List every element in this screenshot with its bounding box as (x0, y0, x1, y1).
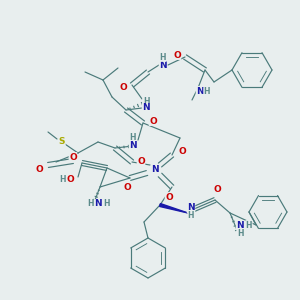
Text: O: O (35, 166, 43, 175)
Text: H: H (103, 200, 109, 208)
Text: O: O (173, 50, 181, 59)
Text: H: H (237, 229, 243, 238)
Text: O: O (149, 116, 157, 125)
Text: N: N (129, 142, 137, 151)
Text: H: H (188, 212, 194, 220)
Text: N: N (159, 61, 167, 70)
Text: O: O (165, 193, 173, 202)
Text: H: H (246, 220, 252, 230)
Text: O: O (213, 185, 221, 194)
Text: N: N (236, 220, 244, 230)
Text: N: N (94, 200, 102, 208)
Text: H: H (130, 134, 136, 142)
Text: O: O (123, 182, 131, 191)
Text: H: H (204, 88, 210, 97)
Text: O: O (137, 158, 145, 166)
Text: H: H (160, 52, 166, 62)
Text: S: S (59, 137, 65, 146)
Text: H: H (59, 175, 65, 184)
Polygon shape (160, 204, 188, 213)
Text: H: H (143, 97, 149, 106)
Text: N: N (151, 166, 159, 175)
Text: N: N (187, 203, 195, 212)
Text: N: N (196, 86, 204, 95)
Text: O: O (69, 152, 77, 161)
Text: O: O (178, 148, 186, 157)
Text: H: H (87, 200, 93, 208)
Text: O: O (66, 175, 74, 184)
Text: N: N (142, 103, 150, 112)
Text: O: O (119, 83, 127, 92)
